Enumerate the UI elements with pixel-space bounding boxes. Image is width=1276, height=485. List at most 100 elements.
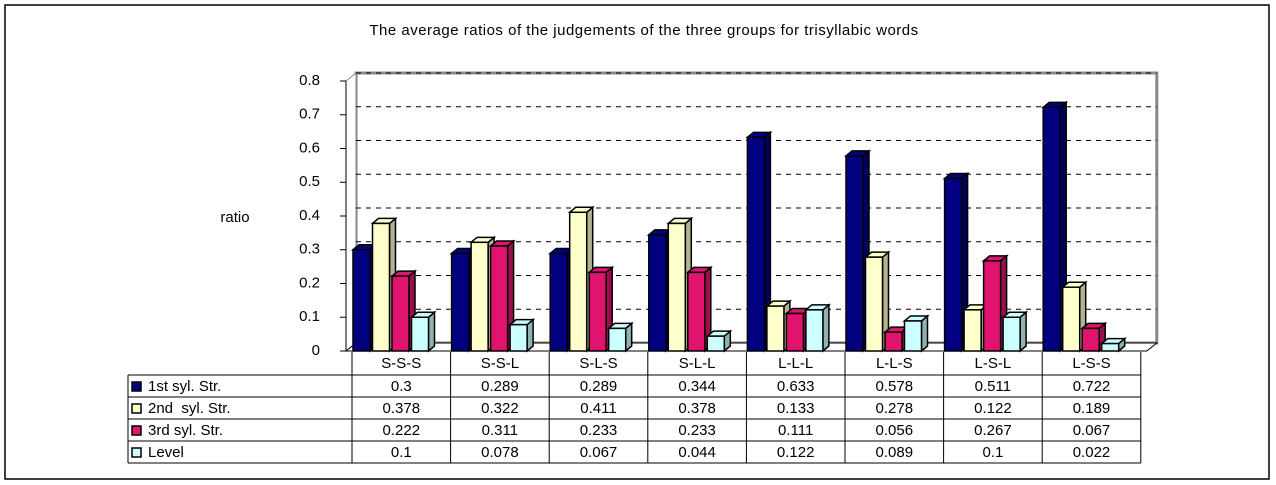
data-label: 0.378 [383, 400, 421, 417]
legend-swatch [131, 447, 142, 458]
bar-front [864, 256, 884, 352]
data-label: 0.1 [391, 444, 412, 461]
bar [1099, 336, 1127, 353]
bar-side [427, 310, 436, 353]
data-label: 0.056 [876, 422, 914, 439]
bar-front [884, 331, 903, 352]
data-label: 0.022 [1073, 444, 1111, 461]
bar [764, 299, 792, 353]
bar-front [588, 271, 607, 352]
x-tick-label: L-S-S [1072, 355, 1110, 372]
bar [646, 228, 674, 353]
data-label: 0.122 [777, 444, 815, 461]
bar-front [648, 234, 667, 352]
data-label: 0.122 [974, 400, 1012, 417]
y-tick-label: 0.8 [299, 72, 320, 89]
legend-swatch [131, 403, 142, 414]
data-label: 0.1 [982, 444, 1003, 461]
bar-front [489, 245, 509, 352]
x-tick-label: L-L-S [876, 355, 913, 372]
y-tick-label: 0.3 [299, 241, 320, 258]
bar-front [1100, 342, 1120, 352]
bar-front [667, 222, 687, 352]
bar-front [371, 222, 391, 352]
data-label: 0.578 [876, 378, 914, 395]
bar [705, 329, 733, 353]
bar-front [687, 271, 706, 352]
bar-front [607, 327, 627, 352]
data-label: 0.278 [876, 400, 914, 417]
bar-front [943, 177, 963, 352]
y-tick-label: 0 [312, 342, 320, 359]
bar-front [509, 323, 528, 352]
bar [902, 314, 930, 353]
data-label: 0.189 [1073, 400, 1111, 417]
y-axis-label: ratio [220, 209, 249, 226]
bar-front [1061, 286, 1081, 352]
legend-label: 3rd syl. Str. [148, 422, 223, 439]
data-label: 0.289 [481, 378, 519, 395]
bar-front [1081, 327, 1100, 352]
x-tick-label: S-S-L [481, 355, 519, 372]
bar-front [746, 136, 766, 352]
legend-label: 1st syl. Str. [148, 378, 221, 395]
data-label: 0.511 [975, 378, 1011, 395]
x-tick-label: S-S-S [381, 355, 421, 372]
bar-front [766, 305, 785, 352]
bar-front [568, 211, 588, 352]
legend-label: 2nd syl. Str. [148, 400, 231, 417]
bar-front [1002, 316, 1021, 352]
y-tick-label: 0.7 [299, 106, 320, 123]
bar-front [903, 320, 923, 352]
data-label: 0.722 [1073, 378, 1111, 395]
bar-front [549, 252, 568, 352]
x-tick-label: S-L-S [579, 355, 617, 372]
bar-front [706, 335, 726, 352]
bar-front [391, 275, 410, 352]
bar [685, 265, 713, 353]
data-label: 0.067 [580, 444, 618, 461]
bar [942, 171, 970, 353]
data-label: 0.222 [383, 422, 421, 439]
bar-front [410, 316, 430, 352]
bar [606, 321, 634, 353]
data-label: 0.233 [678, 422, 716, 439]
bar [803, 303, 831, 353]
chart-title: The average ratios of the judgements of … [369, 22, 918, 39]
y-tick-label: 0.2 [299, 274, 320, 291]
data-label: 0.111 [778, 422, 813, 439]
x-tick-label: L-S-L [975, 355, 1012, 372]
bar [1041, 100, 1069, 353]
bar-side [822, 303, 830, 353]
data-label: 0.233 [580, 422, 618, 439]
bar-side [920, 314, 929, 353]
data-label: 0.311 [482, 422, 518, 439]
y-tick-label: 0.5 [299, 173, 320, 190]
x-tick-label: S-L-L [679, 355, 716, 372]
bar [488, 239, 516, 353]
bar [409, 310, 437, 353]
bar-front [1042, 106, 1061, 352]
data-label: 0.289 [580, 378, 618, 395]
legend-swatch [131, 381, 142, 392]
data-label: 0.344 [678, 378, 716, 395]
bar-front [450, 252, 470, 352]
data-label: 0.067 [1073, 422, 1111, 439]
bar-front [963, 309, 982, 352]
bar [863, 250, 891, 353]
bar-front [845, 155, 864, 352]
legend-label: Level [148, 444, 184, 461]
y-tick-label: 0.4 [299, 207, 320, 224]
data-label: 0.078 [481, 444, 519, 461]
bar-front [352, 249, 371, 352]
legend-swatch [131, 425, 142, 436]
data-label: 0.267 [974, 422, 1012, 439]
data-label: 0.089 [876, 444, 914, 461]
bar-front [470, 241, 489, 352]
y-tick-label: 0.6 [299, 139, 320, 156]
data-label: 0.633 [777, 378, 815, 395]
data-label: 0.378 [678, 400, 716, 417]
data-label: 0.044 [678, 444, 716, 461]
data-label: 0.322 [481, 400, 519, 417]
